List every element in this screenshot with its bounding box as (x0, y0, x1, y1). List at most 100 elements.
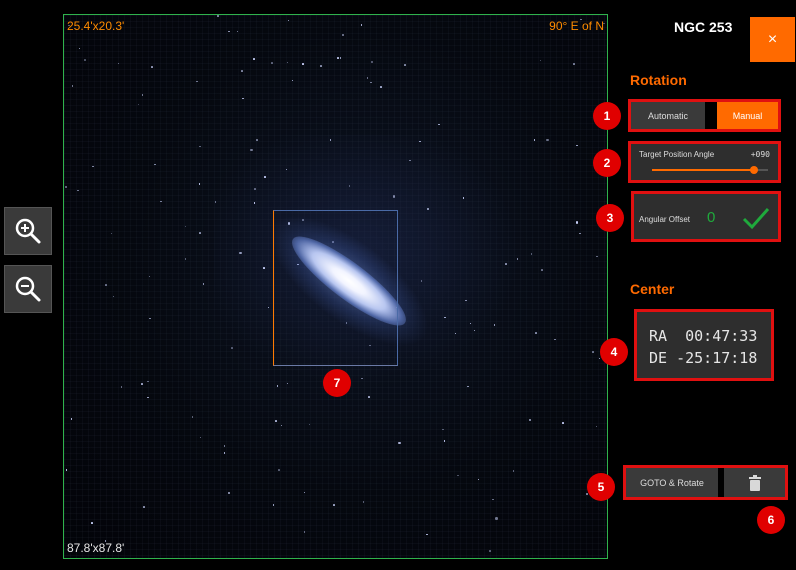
star (426, 533, 428, 536)
star (227, 491, 231, 495)
star (368, 396, 370, 398)
star (105, 284, 107, 286)
annotation-marker: 1 (593, 102, 621, 130)
close-button[interactable]: × (750, 17, 795, 62)
star (253, 58, 255, 60)
star (467, 385, 469, 388)
annotation-marker: 3 (596, 204, 624, 232)
action-bar: GOTO & Rotate (623, 465, 788, 500)
rotation-angle-label: 90° E of N (549, 19, 604, 33)
star (339, 57, 342, 59)
zoom-in-button[interactable] (4, 207, 52, 255)
star (275, 420, 277, 422)
star (457, 474, 459, 477)
star (596, 255, 598, 258)
star (576, 144, 578, 147)
rotation-title: Rotation (630, 72, 687, 88)
star (512, 470, 515, 472)
star (256, 139, 258, 141)
star (196, 80, 198, 83)
star (198, 183, 201, 185)
star (535, 332, 537, 334)
star (141, 94, 144, 96)
star (267, 306, 270, 309)
star (291, 79, 294, 82)
star (333, 504, 335, 506)
star (137, 103, 140, 106)
star (495, 517, 498, 520)
star (71, 85, 74, 87)
star (409, 159, 411, 162)
star (65, 469, 68, 471)
star (420, 280, 423, 282)
trash-icon (748, 474, 761, 491)
star (239, 251, 242, 255)
star (575, 221, 579, 224)
star (147, 380, 149, 383)
star (280, 424, 283, 427)
slider-fill (652, 169, 755, 171)
star (492, 498, 494, 501)
star (202, 283, 205, 285)
star (516, 258, 519, 260)
star (191, 416, 194, 418)
angular-offset-label: Angular Offset (639, 215, 690, 224)
automatic-mode-button[interactable]: Automatic (631, 102, 705, 129)
star (285, 168, 288, 171)
close-icon: × (767, 30, 778, 48)
sky-view[interactable]: 25.4'x20.3' 90° E of N 87.8'x87.8' (63, 14, 608, 559)
star (573, 63, 575, 65)
star (398, 441, 401, 445)
manual-mode-button[interactable]: Manual (717, 102, 778, 129)
star (147, 396, 149, 399)
star (184, 258, 187, 260)
rotation-mode-toggle: Automatic Manual (628, 99, 781, 132)
star (404, 64, 406, 66)
slider-thumb[interactable] (750, 166, 759, 174)
star (160, 200, 162, 203)
star (77, 189, 79, 192)
star (91, 522, 93, 524)
star (444, 316, 446, 319)
angular-offset-value: 0 (707, 209, 716, 226)
star (438, 123, 440, 126)
star (154, 163, 156, 166)
goto-rotate-button[interactable]: GOTO & Rotate (626, 468, 718, 497)
zoom-out-button[interactable] (4, 265, 52, 313)
star (223, 452, 226, 454)
star (241, 70, 243, 72)
star (68, 24, 70, 27)
position-angle-slider[interactable] (652, 166, 768, 174)
star (303, 531, 306, 533)
star (250, 148, 253, 152)
star (360, 24, 363, 26)
star (539, 59, 542, 62)
star (533, 139, 536, 141)
star (370, 60, 374, 64)
star (70, 418, 73, 420)
delete-button[interactable] (724, 468, 785, 497)
center-title: Center (630, 281, 675, 297)
star (337, 57, 339, 59)
star (586, 493, 588, 495)
star (254, 188, 256, 190)
angular-offset-panel: Angular Offset 0 (631, 191, 781, 242)
position-angle-label: Target Position Angle (639, 150, 715, 159)
camera-frame[interactable] (273, 210, 398, 366)
star (217, 15, 219, 17)
star (104, 540, 107, 542)
star (184, 225, 187, 228)
star (465, 299, 467, 302)
star (392, 195, 396, 198)
star (64, 185, 68, 189)
star (366, 77, 369, 79)
star (341, 33, 345, 37)
star (592, 351, 594, 353)
star (148, 275, 151, 278)
star (228, 30, 230, 33)
check-icon (742, 208, 770, 230)
star (579, 232, 581, 235)
star (303, 491, 306, 493)
annotation-marker: 2 (593, 149, 621, 177)
star (489, 550, 491, 552)
